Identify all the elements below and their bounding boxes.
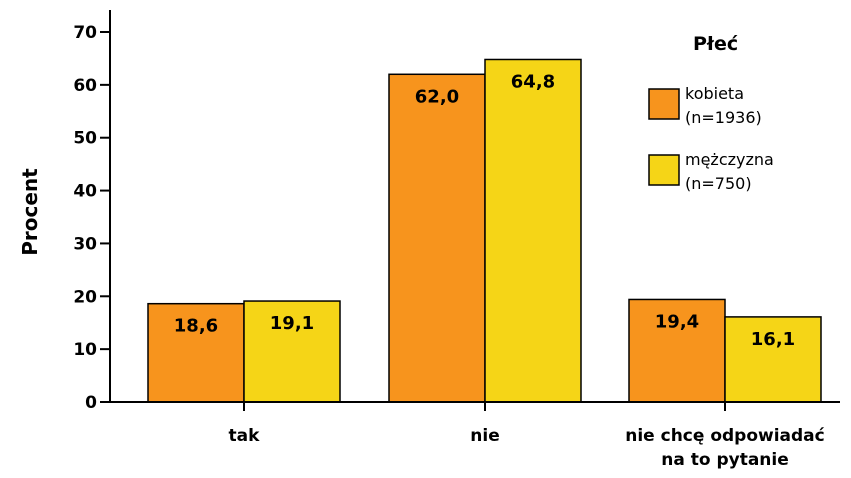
- y-tick-label: 70: [73, 23, 97, 43]
- x-tick-label: nie chcę odpowiadać: [625, 426, 825, 446]
- y-tick-label: 30: [73, 234, 97, 254]
- legend-title: Płeć: [693, 33, 738, 55]
- bar-value-label: 16,1: [751, 329, 795, 350]
- y-tick-label: 0: [85, 393, 97, 413]
- y-axis: 0 10 20 30 40 50 60 70: [73, 10, 111, 413]
- y-tick-label: 60: [73, 76, 97, 96]
- x-tick-label: tak: [229, 426, 261, 446]
- legend-label: kobieta: [685, 84, 744, 103]
- x-axis: tak nie nie chcę odpowiadać na to pytanie: [110, 401, 840, 470]
- bar-value-label: 19,1: [270, 313, 314, 334]
- x-tick-label: na to pytanie: [661, 450, 789, 470]
- bar: [388, 73, 486, 403]
- bars: 18,6 19,1 62,0 64,8 19,4 16,1: [147, 58, 822, 403]
- y-tick-label: 40: [73, 182, 97, 202]
- y-tick-label: 20: [73, 287, 97, 307]
- legend: Płeć kobieta (n=1936) mężczyzna (n=750): [648, 33, 774, 193]
- legend-label: (n=1936): [685, 108, 762, 127]
- bar: [484, 58, 582, 403]
- bar: [724, 316, 822, 403]
- x-tick-label: nie: [470, 426, 499, 446]
- bar-value-label: 19,4: [655, 311, 699, 332]
- y-tick-label: 50: [73, 129, 97, 149]
- y-axis-title: Procent: [18, 168, 42, 256]
- bar: [243, 300, 341, 403]
- legend-label: (n=750): [685, 174, 752, 193]
- bar-value-label: 62,0: [415, 86, 459, 107]
- legend-swatch: [648, 154, 680, 186]
- legend-swatch: [648, 88, 680, 120]
- bar-value-label: 64,8: [511, 71, 555, 92]
- y-tick-label: 10: [73, 340, 97, 360]
- bar-value-label: 18,6: [174, 316, 218, 337]
- legend-label: mężczyzna: [685, 150, 774, 169]
